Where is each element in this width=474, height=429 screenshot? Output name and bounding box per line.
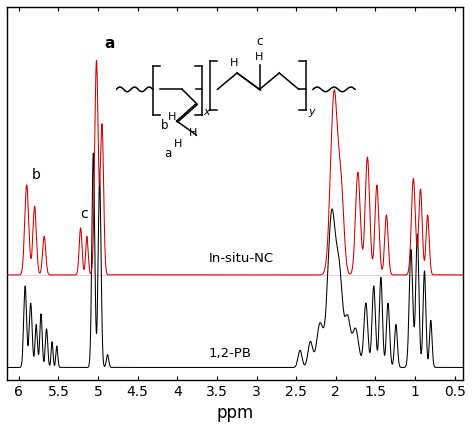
Text: In-situ-NC: In-situ-NC (209, 252, 274, 265)
X-axis label: ppm: ppm (216, 404, 253, 422)
Text: 1,2-PB: 1,2-PB (209, 347, 252, 360)
Text: c: c (80, 207, 88, 221)
Text: b: b (32, 168, 41, 182)
Text: a: a (105, 36, 115, 51)
